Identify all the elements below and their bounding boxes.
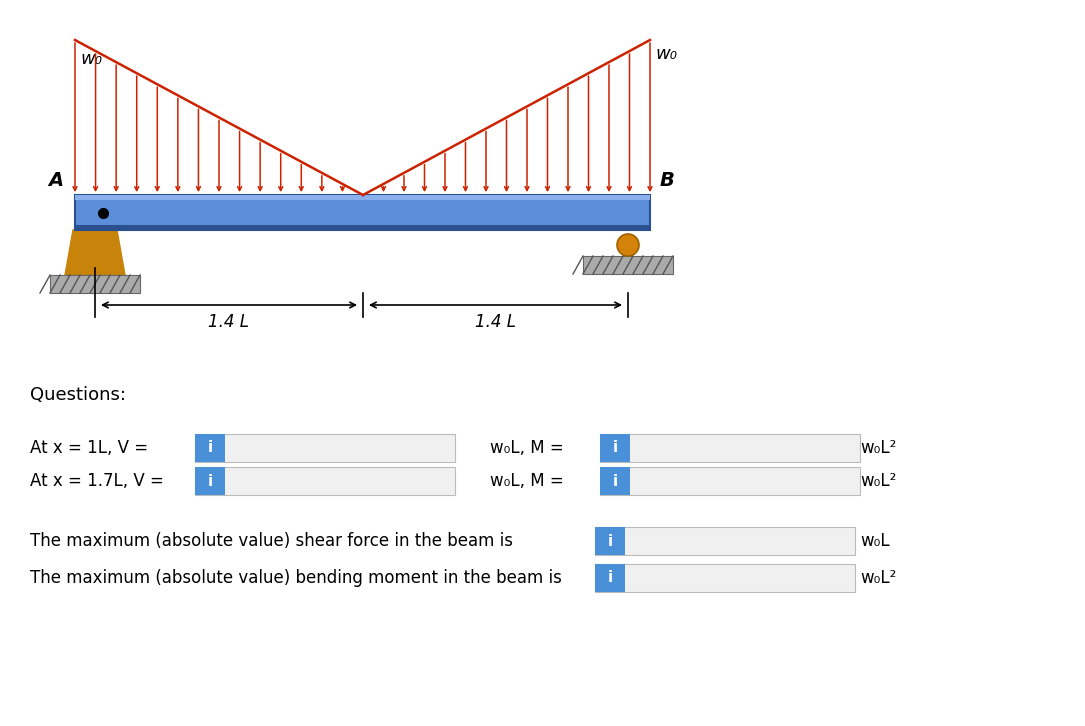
- Text: At x = 1L, V =: At x = 1L, V =: [30, 439, 149, 457]
- Text: w₀L: w₀L: [860, 532, 890, 550]
- Polygon shape: [65, 230, 125, 275]
- Bar: [50, 275, 140, 293]
- Bar: [195, 434, 455, 462]
- Bar: [75, 195, 650, 230]
- Text: w₀L²: w₀L²: [860, 439, 896, 457]
- Text: 1.4 L: 1.4 L: [208, 313, 250, 331]
- Bar: [75, 225, 650, 230]
- Bar: [195, 434, 225, 462]
- Text: A: A: [48, 171, 63, 190]
- Text: i: i: [612, 441, 617, 455]
- Text: w₀L²: w₀L²: [860, 569, 896, 587]
- Text: Questions:: Questions:: [30, 386, 126, 404]
- Text: i: i: [608, 534, 613, 549]
- Text: w₀: w₀: [80, 50, 102, 68]
- Text: w₀L²: w₀L²: [860, 472, 896, 490]
- Text: i: i: [608, 571, 613, 585]
- Text: B: B: [660, 171, 675, 190]
- Text: w₀L, M =: w₀L, M =: [490, 472, 564, 490]
- Text: i: i: [207, 473, 213, 489]
- Ellipse shape: [617, 234, 639, 256]
- Bar: [595, 527, 625, 555]
- Bar: [595, 564, 625, 592]
- Bar: [600, 434, 630, 462]
- Bar: [195, 467, 455, 495]
- Bar: [595, 564, 855, 592]
- Text: The maximum (absolute value) bending moment in the beam is: The maximum (absolute value) bending mom…: [30, 569, 562, 587]
- Text: w₀: w₀: [655, 45, 677, 63]
- Text: The maximum (absolute value) shear force in the beam is: The maximum (absolute value) shear force…: [30, 532, 513, 550]
- Text: i: i: [207, 441, 213, 455]
- Bar: [75, 195, 650, 200]
- Text: w₀L, M =: w₀L, M =: [490, 439, 564, 457]
- Bar: [595, 527, 855, 555]
- Text: At x = 1.7L, V =: At x = 1.7L, V =: [30, 472, 164, 490]
- Text: 1.4 L: 1.4 L: [475, 313, 516, 331]
- Bar: [583, 256, 673, 274]
- Bar: [600, 434, 860, 462]
- Bar: [195, 467, 225, 495]
- Bar: [600, 467, 860, 495]
- Text: i: i: [612, 473, 617, 489]
- Bar: [600, 467, 630, 495]
